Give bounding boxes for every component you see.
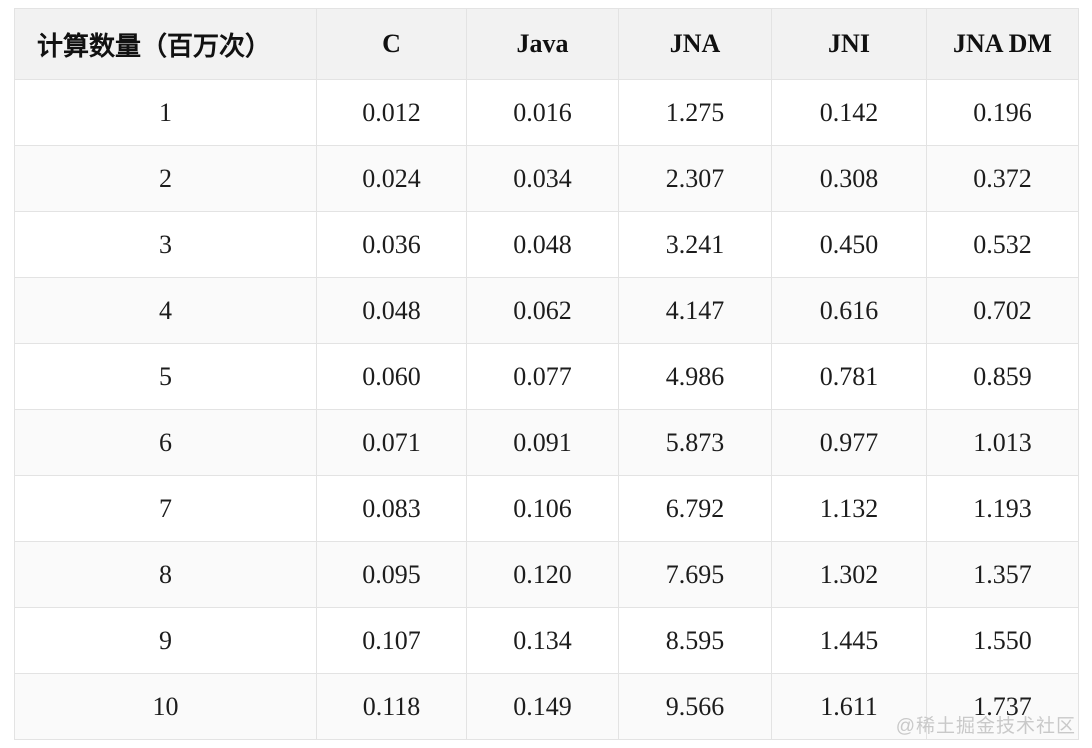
table-row: 6 0.071 0.091 5.873 0.977 1.013 (14, 409, 1079, 476)
cell-jna-dm: 1.013 (926, 409, 1079, 476)
table-row: 2 0.024 0.034 2.307 0.308 0.372 (14, 145, 1079, 212)
table-row: 1 0.012 0.016 1.275 0.142 0.196 (14, 79, 1079, 146)
cell-jna: 9.566 (618, 673, 772, 740)
cell-java: 0.048 (466, 211, 619, 278)
cell-jna-dm: 1.193 (926, 475, 1079, 542)
cell-c: 0.024 (316, 145, 467, 212)
cell-java: 0.016 (466, 79, 619, 146)
column-header-jna: JNA (618, 8, 772, 80)
cell-java: 0.149 (466, 673, 619, 740)
cell-java: 0.106 (466, 475, 619, 542)
cell-jni: 0.142 (771, 79, 927, 146)
cell-count: 7 (14, 475, 317, 542)
cell-c: 0.083 (316, 475, 467, 542)
cell-jni: 1.132 (771, 475, 927, 542)
cell-c: 0.071 (316, 409, 467, 476)
cell-c: 0.118 (316, 673, 467, 740)
cell-c: 0.048 (316, 277, 467, 344)
cell-jna: 3.241 (618, 211, 772, 278)
cell-jna: 1.275 (618, 79, 772, 146)
cell-jni: 0.781 (771, 343, 927, 410)
table-row: 9 0.107 0.134 8.595 1.445 1.550 (14, 607, 1079, 674)
cell-jna-dm: 0.532 (926, 211, 1079, 278)
cell-jna-dm: 1.737 (926, 673, 1079, 740)
cell-count: 5 (14, 343, 317, 410)
benchmark-table-container: 计算数量（百万次） C Java JNA JNI JNA DM 1 0.012 … (14, 8, 1079, 740)
table-row: 4 0.048 0.062 4.147 0.616 0.702 (14, 277, 1079, 344)
cell-jna: 5.873 (618, 409, 772, 476)
column-header-java: Java (466, 8, 619, 80)
cell-count: 8 (14, 541, 317, 608)
cell-jna-dm: 0.859 (926, 343, 1079, 410)
cell-jna: 4.986 (618, 343, 772, 410)
cell-java: 0.062 (466, 277, 619, 344)
table-body: 1 0.012 0.016 1.275 0.142 0.196 2 0.024 … (14, 79, 1079, 740)
cell-java: 0.091 (466, 409, 619, 476)
cell-jna: 2.307 (618, 145, 772, 212)
cell-jni: 1.302 (771, 541, 927, 608)
cell-jna-dm: 1.357 (926, 541, 1079, 608)
column-header-jna-dm: JNA DM (926, 8, 1079, 80)
table-row: 8 0.095 0.120 7.695 1.302 1.357 (14, 541, 1079, 608)
cell-jni: 1.445 (771, 607, 927, 674)
cell-jni: 0.308 (771, 145, 927, 212)
table-row: 3 0.036 0.048 3.241 0.450 0.532 (14, 211, 1079, 278)
cell-jna: 8.595 (618, 607, 772, 674)
cell-count: 9 (14, 607, 317, 674)
cell-count: 2 (14, 145, 317, 212)
cell-java: 0.034 (466, 145, 619, 212)
cell-count: 10 (14, 673, 317, 740)
cell-c: 0.012 (316, 79, 467, 146)
cell-jna: 4.147 (618, 277, 772, 344)
cell-jna-dm: 0.372 (926, 145, 1079, 212)
cell-java: 0.120 (466, 541, 619, 608)
cell-c: 0.036 (316, 211, 467, 278)
cell-java: 0.134 (466, 607, 619, 674)
column-header-count: 计算数量（百万次） (14, 8, 317, 80)
cell-count: 6 (14, 409, 317, 476)
cell-c: 0.095 (316, 541, 467, 608)
benchmark-table: 计算数量（百万次） C Java JNA JNI JNA DM 1 0.012 … (14, 8, 1079, 740)
cell-jni: 0.616 (771, 277, 927, 344)
cell-jni: 0.977 (771, 409, 927, 476)
cell-jna: 7.695 (618, 541, 772, 608)
cell-count: 3 (14, 211, 317, 278)
cell-jna-dm: 1.550 (926, 607, 1079, 674)
cell-count: 1 (14, 79, 317, 146)
cell-jni: 0.450 (771, 211, 927, 278)
cell-jna-dm: 0.196 (926, 79, 1079, 146)
cell-count: 4 (14, 277, 317, 344)
cell-jni: 1.611 (771, 673, 927, 740)
cell-jna: 6.792 (618, 475, 772, 542)
table-row: 10 0.118 0.149 9.566 1.611 1.737 (14, 673, 1079, 740)
cell-jna-dm: 0.702 (926, 277, 1079, 344)
cell-c: 0.060 (316, 343, 467, 410)
cell-java: 0.077 (466, 343, 619, 410)
table-header-row: 计算数量（百万次） C Java JNA JNI JNA DM (14, 8, 1079, 80)
table-row: 7 0.083 0.106 6.792 1.132 1.193 (14, 475, 1079, 542)
column-header-jni: JNI (771, 8, 927, 80)
column-header-c: C (316, 8, 467, 80)
cell-c: 0.107 (316, 607, 467, 674)
table-row: 5 0.060 0.077 4.986 0.781 0.859 (14, 343, 1079, 410)
